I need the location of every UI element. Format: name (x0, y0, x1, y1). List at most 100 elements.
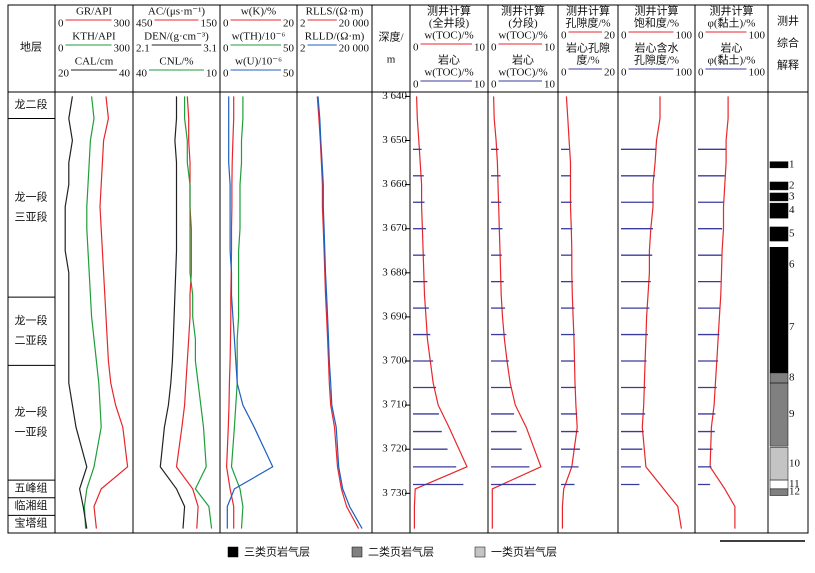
scale-min: 2 (300, 43, 306, 55)
log-curve (83, 96, 102, 529)
curve-label: RLLD/(Ω·m) (305, 31, 365, 43)
scale-max: 100 (676, 30, 693, 42)
scale-min: 0 (561, 30, 567, 42)
frame (7, 4, 809, 534)
legend-label: 一类页岩气层 (491, 545, 557, 559)
scale-max: 300 (114, 43, 131, 55)
log-curve (709, 96, 736, 529)
curve-label: AC/(μs·m⁻¹) (148, 6, 206, 18)
scale-max: 150 (201, 18, 218, 30)
zone-label: 4 (789, 204, 795, 216)
log-curve (184, 96, 213, 529)
scale-min: 0 (413, 79, 419, 91)
log-curve (93, 96, 129, 529)
zone-label: 5 (789, 228, 795, 240)
zone (769, 488, 789, 496)
scale-max: 40 (119, 68, 131, 80)
curve-label: GR/API (76, 6, 112, 18)
log-curve (641, 96, 682, 529)
curve-label: w(TOC)/% (498, 67, 547, 79)
strata-label: 龙二段 (15, 97, 48, 111)
curve-label: 测井计算 (501, 4, 545, 18)
scale-min: 20 (58, 68, 70, 80)
interpretation-header: 综合 (777, 36, 799, 50)
zone (769, 246, 789, 283)
curve-label: w(TH)/10⁻⁶ (232, 31, 286, 43)
zone (769, 161, 789, 169)
scale-max: 20 000 (339, 18, 370, 30)
curve-label: 饱和度/% (634, 16, 679, 30)
zone-label: 12 (789, 486, 800, 498)
interpretation-header: 测井 (777, 14, 799, 28)
zone (769, 382, 789, 447)
curve-label: 岩心 (512, 53, 534, 67)
curve-label: w(U)/10⁻⁶ (235, 56, 282, 68)
depth-tick-label: 3 680 (382, 266, 407, 278)
scale-min: 0 (58, 43, 64, 55)
curve-label: 岩心 (721, 41, 743, 55)
strata-label: 五峰组 (15, 480, 48, 494)
log-curve (413, 96, 468, 529)
curve-label: φ(黏土)/% (708, 16, 756, 30)
legend-swatch (227, 546, 239, 558)
zone (769, 226, 789, 242)
depth-tick-label: 3 720 (382, 443, 407, 455)
scale-max: 20 (604, 67, 616, 79)
scale-min: 0 (698, 67, 704, 79)
scale-max: 50 (283, 68, 295, 80)
scale-max: 20 (283, 18, 295, 30)
depth-header: m (387, 54, 396, 66)
depth-tick-label: 3 710 (382, 399, 407, 411)
log-curve (491, 96, 542, 529)
depth-tick-label: 3 650 (382, 134, 407, 146)
depth-tick-label: 3 670 (382, 222, 407, 234)
depth-header: 深度/ (378, 30, 404, 44)
scale-max: 100 (749, 30, 766, 42)
scale-max: 50 (283, 43, 295, 55)
scale-min: 0 (561, 67, 567, 79)
scale-min: 0 (491, 42, 497, 54)
depth-tick-label: 3 660 (382, 178, 407, 190)
curve-label: w(TOC)/% (498, 30, 547, 42)
legend-label: 三类页岩气层 (244, 545, 310, 559)
curve-label: w(TOC)/% (424, 67, 473, 79)
strata-label: 龙一段 (15, 404, 48, 418)
curve-label: 孔隙度/% (565, 16, 610, 30)
scale-min: 0 (223, 18, 229, 30)
strata-label: 宝塔组 (15, 516, 48, 530)
scale-min: 0 (58, 18, 64, 30)
strata-header: 地层 (20, 41, 42, 54)
zone (769, 479, 789, 490)
zone (769, 181, 789, 191)
scale-min: 0 (223, 68, 229, 80)
curve-label: DEN/(g·cm⁻³) (144, 31, 209, 43)
scale-min: 0 (491, 79, 497, 91)
scale-min: 0 (621, 67, 627, 79)
zone-label: 2 (789, 179, 795, 191)
curve-label: 测井计算 (427, 4, 471, 18)
scale-min: 2 (300, 18, 306, 30)
scale-min: 0 (621, 30, 627, 42)
curve-label: 孔隙度/% (634, 53, 679, 67)
curve-label: 测井计算 (710, 4, 754, 18)
scale-min: 2.1 (136, 43, 150, 55)
strata-label: 三亚段 (15, 209, 48, 223)
scale-min: 0 (413, 42, 419, 54)
scale-max: 10 (474, 79, 486, 91)
log-curve (159, 96, 186, 529)
log-curve (64, 96, 88, 529)
zone-label: 11 (789, 478, 800, 490)
scale-max: 10 (474, 42, 486, 54)
scale-max: 100 (749, 67, 766, 79)
zone (769, 282, 789, 374)
log-curve (561, 96, 578, 529)
zone-label: 8 (789, 372, 795, 384)
curve-label: KTH/API (72, 31, 116, 43)
scale-max: 300 (114, 18, 131, 30)
zone-label: 1 (789, 158, 795, 170)
curve-label: (分段) (508, 16, 538, 30)
interpretation-header: 解释 (777, 58, 799, 72)
curve-label: w(K)/% (241, 6, 276, 18)
scale-max: 100 (676, 67, 693, 79)
